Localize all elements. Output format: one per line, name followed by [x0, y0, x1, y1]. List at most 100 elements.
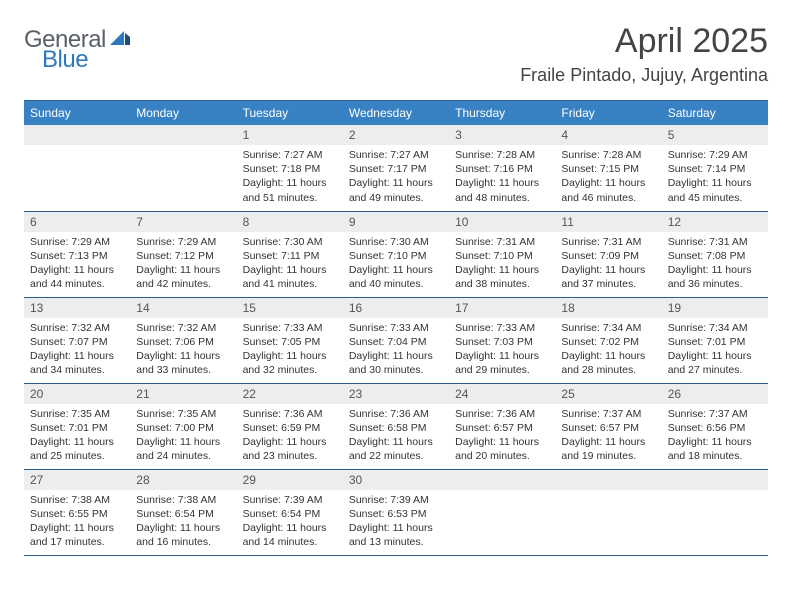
calendar-cell: 30Sunrise: 7:39 AMSunset: 6:53 PMDayligh…: [343, 469, 449, 555]
day-content: Sunrise: 7:37 AMSunset: 6:57 PMDaylight:…: [555, 404, 661, 468]
calendar-cell: 8Sunrise: 7:30 AMSunset: 7:11 PMDaylight…: [237, 211, 343, 297]
day-number: 18: [555, 298, 661, 318]
day-content: Sunrise: 7:35 AMSunset: 7:01 PMDaylight:…: [24, 404, 130, 468]
day-number: 11: [555, 212, 661, 232]
calendar-cell: 14Sunrise: 7:32 AMSunset: 7:06 PMDayligh…: [130, 297, 236, 383]
day-content: Sunrise: 7:38 AMSunset: 6:54 PMDaylight:…: [130, 490, 236, 554]
calendar-row: 13Sunrise: 7:32 AMSunset: 7:07 PMDayligh…: [24, 297, 768, 383]
day-number: 29: [237, 470, 343, 490]
day-number: 16: [343, 298, 449, 318]
calendar-table: Sunday Monday Tuesday Wednesday Thursday…: [24, 101, 768, 556]
calendar-cell: 12Sunrise: 7:31 AMSunset: 7:08 PMDayligh…: [662, 211, 768, 297]
calendar-cell: 7Sunrise: 7:29 AMSunset: 7:12 PMDaylight…: [130, 211, 236, 297]
day-number: 27: [24, 470, 130, 490]
day-number: 21: [130, 384, 236, 404]
weekday-header: Wednesday: [343, 101, 449, 125]
calendar-row: 20Sunrise: 7:35 AMSunset: 7:01 PMDayligh…: [24, 383, 768, 469]
calendar-cell: 16Sunrise: 7:33 AMSunset: 7:04 PMDayligh…: [343, 297, 449, 383]
weekday-header: Sunday: [24, 101, 130, 125]
day-number: 12: [662, 212, 768, 232]
day-content: Sunrise: 7:34 AMSunset: 7:01 PMDaylight:…: [662, 318, 768, 382]
day-content: Sunrise: 7:27 AMSunset: 7:18 PMDaylight:…: [237, 145, 343, 209]
title-block: April 2025 Fraile Pintado, Jujuy, Argent…: [520, 22, 768, 86]
day-number: 7: [130, 212, 236, 232]
day-number: 28: [130, 470, 236, 490]
day-content: Sunrise: 7:29 AMSunset: 7:14 PMDaylight:…: [662, 145, 768, 209]
day-content: Sunrise: 7:38 AMSunset: 6:55 PMDaylight:…: [24, 490, 130, 554]
calendar-cell: 13Sunrise: 7:32 AMSunset: 7:07 PMDayligh…: [24, 297, 130, 383]
day-number: 13: [24, 298, 130, 318]
day-content: Sunrise: 7:39 AMSunset: 6:54 PMDaylight:…: [237, 490, 343, 554]
calendar-cell: 11Sunrise: 7:31 AMSunset: 7:09 PMDayligh…: [555, 211, 661, 297]
header: General Blue April 2025 Fraile Pintado, …: [24, 22, 768, 86]
day-number: 8: [237, 212, 343, 232]
day-content: Sunrise: 7:31 AMSunset: 7:09 PMDaylight:…: [555, 232, 661, 296]
weekday-header: Thursday: [449, 101, 555, 125]
calendar-cell: 2Sunrise: 7:27 AMSunset: 7:17 PMDaylight…: [343, 125, 449, 211]
calendar-wrap: Sunday Monday Tuesday Wednesday Thursday…: [24, 100, 768, 556]
day-content: Sunrise: 7:31 AMSunset: 7:08 PMDaylight:…: [662, 232, 768, 296]
day-number: 1: [237, 125, 343, 145]
day-content: Sunrise: 7:33 AMSunset: 7:03 PMDaylight:…: [449, 318, 555, 382]
calendar-cell: 3Sunrise: 7:28 AMSunset: 7:16 PMDaylight…: [449, 125, 555, 211]
calendar-row: 1Sunrise: 7:27 AMSunset: 7:18 PMDaylight…: [24, 125, 768, 211]
calendar-cell: 1Sunrise: 7:27 AMSunset: 7:18 PMDaylight…: [237, 125, 343, 211]
day-content: Sunrise: 7:36 AMSunset: 6:57 PMDaylight:…: [449, 404, 555, 468]
calendar-cell: 10Sunrise: 7:31 AMSunset: 7:10 PMDayligh…: [449, 211, 555, 297]
day-content: Sunrise: 7:29 AMSunset: 7:12 PMDaylight:…: [130, 232, 236, 296]
calendar-cell: 22Sunrise: 7:36 AMSunset: 6:59 PMDayligh…: [237, 383, 343, 469]
day-content: Sunrise: 7:31 AMSunset: 7:10 PMDaylight:…: [449, 232, 555, 296]
calendar-cell: [555, 469, 661, 555]
calendar-cell: 6Sunrise: 7:29 AMSunset: 7:13 PMDaylight…: [24, 211, 130, 297]
day-content: Sunrise: 7:32 AMSunset: 7:07 PMDaylight:…: [24, 318, 130, 382]
calendar-cell: 5Sunrise: 7:29 AMSunset: 7:14 PMDaylight…: [662, 125, 768, 211]
calendar-cell: [449, 469, 555, 555]
weekday-header: Monday: [130, 101, 236, 125]
day-content: Sunrise: 7:27 AMSunset: 7:17 PMDaylight:…: [343, 145, 449, 209]
calendar-cell: 15Sunrise: 7:33 AMSunset: 7:05 PMDayligh…: [237, 297, 343, 383]
day-content: Sunrise: 7:30 AMSunset: 7:11 PMDaylight:…: [237, 232, 343, 296]
day-number: 4: [555, 125, 661, 145]
logo-sail-icon: [110, 29, 130, 50]
calendar-cell: 21Sunrise: 7:35 AMSunset: 7:00 PMDayligh…: [130, 383, 236, 469]
calendar-cell: 24Sunrise: 7:36 AMSunset: 6:57 PMDayligh…: [449, 383, 555, 469]
day-content: Sunrise: 7:36 AMSunset: 6:59 PMDaylight:…: [237, 404, 343, 468]
calendar-cell: 18Sunrise: 7:34 AMSunset: 7:02 PMDayligh…: [555, 297, 661, 383]
weekday-header-row: Sunday Monday Tuesday Wednesday Thursday…: [24, 101, 768, 125]
day-number: 15: [237, 298, 343, 318]
calendar-cell: 29Sunrise: 7:39 AMSunset: 6:54 PMDayligh…: [237, 469, 343, 555]
day-number: 14: [130, 298, 236, 318]
calendar-row: 6Sunrise: 7:29 AMSunset: 7:13 PMDaylight…: [24, 211, 768, 297]
day-content: Sunrise: 7:33 AMSunset: 7:05 PMDaylight:…: [237, 318, 343, 382]
calendar-cell: 28Sunrise: 7:38 AMSunset: 6:54 PMDayligh…: [130, 469, 236, 555]
day-number: 26: [662, 384, 768, 404]
day-number: 6: [24, 212, 130, 232]
weekday-header: Tuesday: [237, 101, 343, 125]
day-number: 19: [662, 298, 768, 318]
day-number: 23: [343, 384, 449, 404]
day-number: 10: [449, 212, 555, 232]
calendar-cell: [662, 469, 768, 555]
calendar-cell: 4Sunrise: 7:28 AMSunset: 7:15 PMDaylight…: [555, 125, 661, 211]
day-content: Sunrise: 7:33 AMSunset: 7:04 PMDaylight:…: [343, 318, 449, 382]
day-content: Sunrise: 7:30 AMSunset: 7:10 PMDaylight:…: [343, 232, 449, 296]
day-content: Sunrise: 7:35 AMSunset: 7:00 PMDaylight:…: [130, 404, 236, 468]
day-number: 22: [237, 384, 343, 404]
logo-word2: Blue: [42, 46, 88, 74]
day-content: Sunrise: 7:29 AMSunset: 7:13 PMDaylight:…: [24, 232, 130, 296]
day-number: 30: [343, 470, 449, 490]
day-number: 2: [343, 125, 449, 145]
calendar-cell: 19Sunrise: 7:34 AMSunset: 7:01 PMDayligh…: [662, 297, 768, 383]
weekday-header: Saturday: [662, 101, 768, 125]
day-content: Sunrise: 7:28 AMSunset: 7:15 PMDaylight:…: [555, 145, 661, 209]
day-number: 5: [662, 125, 768, 145]
day-number: 24: [449, 384, 555, 404]
day-content: Sunrise: 7:37 AMSunset: 6:56 PMDaylight:…: [662, 404, 768, 468]
calendar-cell: 23Sunrise: 7:36 AMSunset: 6:58 PMDayligh…: [343, 383, 449, 469]
day-content: Sunrise: 7:36 AMSunset: 6:58 PMDaylight:…: [343, 404, 449, 468]
location: Fraile Pintado, Jujuy, Argentina: [520, 65, 768, 86]
calendar-cell: 26Sunrise: 7:37 AMSunset: 6:56 PMDayligh…: [662, 383, 768, 469]
calendar-cell: 20Sunrise: 7:35 AMSunset: 7:01 PMDayligh…: [24, 383, 130, 469]
calendar-cell: 9Sunrise: 7:30 AMSunset: 7:10 PMDaylight…: [343, 211, 449, 297]
calendar-cell: [130, 125, 236, 211]
